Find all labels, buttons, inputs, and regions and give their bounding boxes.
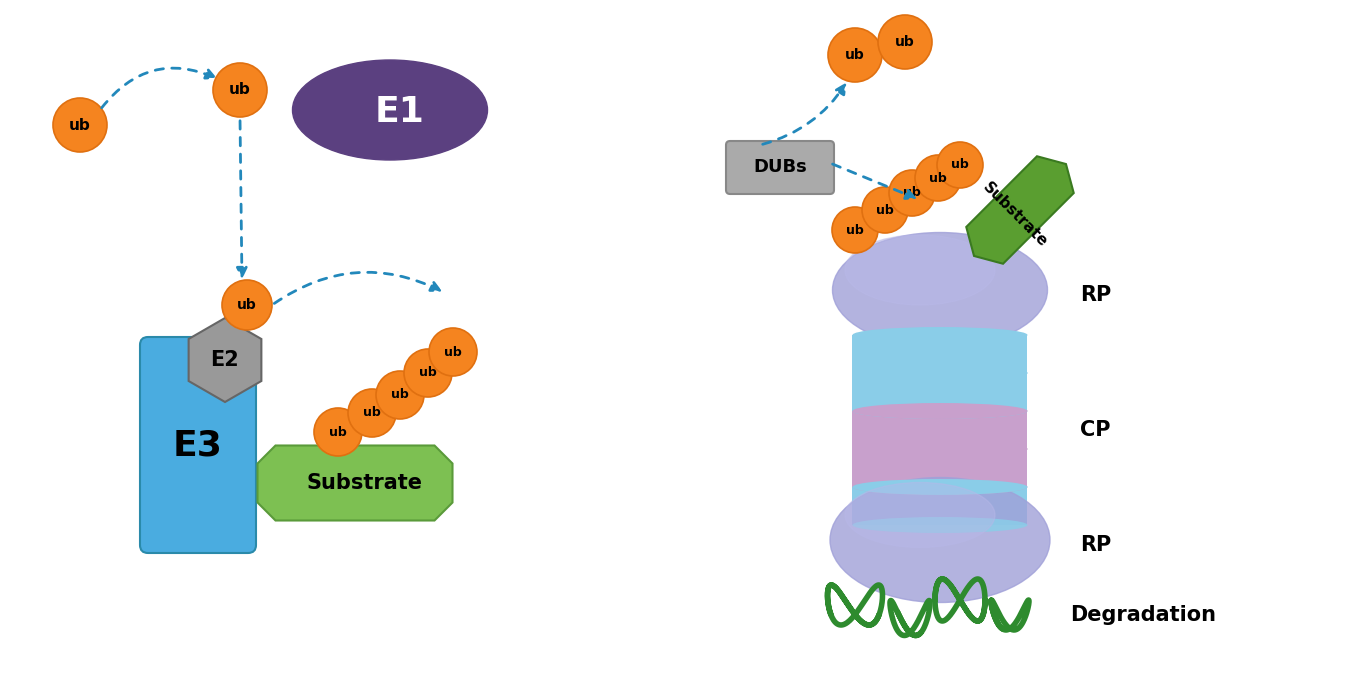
Text: ub: ub [329,425,347,439]
Text: RP: RP [1080,535,1111,555]
Circle shape [832,207,878,253]
Circle shape [314,408,362,456]
Circle shape [404,349,452,397]
Circle shape [429,328,477,376]
Text: E2: E2 [211,350,240,370]
Text: ub: ub [847,223,864,236]
Ellipse shape [845,483,995,548]
FancyBboxPatch shape [852,373,1028,411]
Text: ub: ub [903,186,921,199]
FancyArrowPatch shape [763,85,845,144]
FancyBboxPatch shape [852,487,1028,525]
FancyArrowPatch shape [101,68,215,108]
Text: E3: E3 [173,428,223,462]
Circle shape [889,170,934,216]
Text: ub: ub [877,203,893,217]
FancyBboxPatch shape [140,337,256,553]
Text: ub: ub [68,118,90,133]
Circle shape [53,98,107,152]
Circle shape [827,28,882,82]
Circle shape [937,142,984,188]
Text: ub: ub [895,35,915,49]
Ellipse shape [830,478,1049,602]
FancyArrowPatch shape [237,120,247,276]
Ellipse shape [852,403,1028,419]
FancyBboxPatch shape [852,449,1028,487]
Polygon shape [189,318,262,402]
Text: DUBs: DUBs [754,159,807,176]
Circle shape [348,389,396,437]
Text: ub: ub [929,172,947,184]
FancyArrowPatch shape [274,273,440,304]
FancyBboxPatch shape [726,141,834,194]
FancyBboxPatch shape [852,411,1028,449]
Text: ub: ub [845,48,864,62]
FancyArrowPatch shape [833,164,915,199]
Polygon shape [258,446,452,520]
Text: ub: ub [444,345,462,359]
Ellipse shape [852,479,1028,495]
Ellipse shape [852,327,1028,343]
Text: Substrate: Substrate [307,473,423,493]
Ellipse shape [833,232,1048,347]
Circle shape [222,280,273,330]
Ellipse shape [852,517,1028,533]
Ellipse shape [852,403,1028,419]
Circle shape [375,371,423,419]
Ellipse shape [293,60,488,160]
Circle shape [212,63,267,117]
Text: Substrate: Substrate [980,180,1051,250]
Text: E1: E1 [375,95,425,129]
FancyBboxPatch shape [852,335,1028,373]
Text: ub: ub [237,298,258,312]
Ellipse shape [852,441,1028,457]
Ellipse shape [852,365,1028,381]
Text: RP: RP [1080,285,1111,305]
Ellipse shape [852,479,1028,495]
Circle shape [878,15,932,69]
Text: ub: ub [229,83,251,98]
Text: ub: ub [419,367,437,380]
Text: ub: ub [390,388,408,402]
Circle shape [862,187,908,233]
Ellipse shape [852,365,1028,381]
Circle shape [915,155,960,201]
Text: ub: ub [951,159,969,172]
Polygon shape [966,156,1074,264]
Ellipse shape [845,235,995,305]
Text: Degradation: Degradation [1070,605,1217,625]
Text: CP: CP [1080,420,1111,440]
Ellipse shape [852,441,1028,457]
Text: ub: ub [363,406,381,419]
